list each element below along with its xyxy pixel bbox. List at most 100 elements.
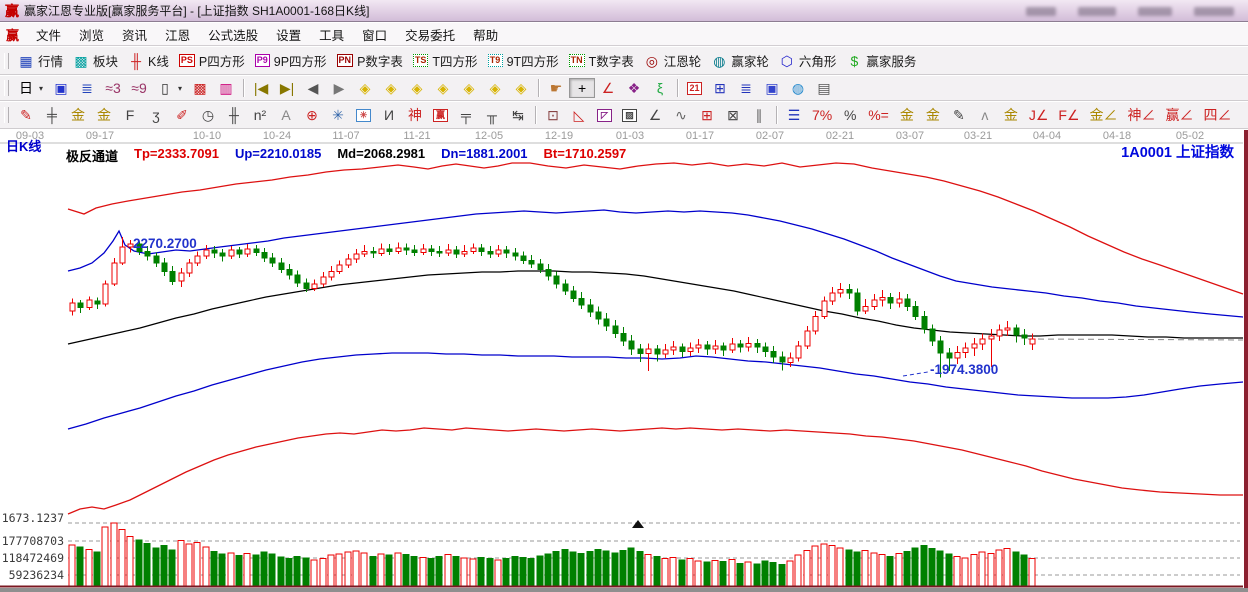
gold-underline-tool[interactable]: 金 <box>998 105 1024 125</box>
info-panel-button[interactable]: ≣ <box>74 78 100 98</box>
fan-lines-tool[interactable]: ◺ <box>566 105 592 125</box>
toolbar-grip[interactable] <box>4 107 9 123</box>
diamond-fit-button[interactable]: ◈ <box>508 78 534 98</box>
diamond-shrink-all-button[interactable]: ◈ <box>482 78 508 98</box>
menu-item-tools[interactable]: 工具 <box>319 28 345 43</box>
zigzag-tool[interactable]: ∿ <box>668 105 694 125</box>
toolbar-grip[interactable] <box>4 52 9 69</box>
ying-tool[interactable]: 赢 <box>428 107 453 124</box>
toolbar-grip[interactable] <box>4 80 9 96</box>
gold-circle-tool[interactable]: 金 <box>894 105 920 125</box>
wave-3-button[interactable]: ≈3 <box>100 78 126 98</box>
menu-item-news[interactable]: 资讯 <box>122 28 148 43</box>
rect-frame-tool[interactable]: ⊡ <box>540 105 566 125</box>
hand-tool-button[interactable]: ☛ <box>543 78 569 98</box>
ying-angle-tool[interactable]: 赢∠ <box>1161 105 1199 125</box>
gann-wheel-button[interactable]: ◎ 江恩轮 <box>639 49 707 72</box>
crosshair-tool-button[interactable]: + <box>569 78 596 98</box>
n-square-tool[interactable]: n² <box>247 105 273 125</box>
p-square-button[interactable]: PS P四方形 <box>174 49 250 72</box>
wave-tool-button[interactable]: ξ <box>647 78 673 98</box>
brush-tool[interactable]: ✎ <box>13 105 39 125</box>
printer-button[interactable]: ▤ <box>811 78 837 98</box>
ruler-123-tool[interactable]: ╤ <box>453 105 479 125</box>
f-angle-tool[interactable]: F∠ <box>1053 105 1084 125</box>
winner-wheel-button[interactable]: ◍ 赢家轮 <box>706 49 774 72</box>
diamond-expand-h-button[interactable]: ◈ <box>404 78 430 98</box>
percent-retrace-tool[interactable]: 7% <box>807 105 837 125</box>
nav-next-button[interactable]: ▶ <box>326 78 352 98</box>
candle-style-button[interactable]: ▯ ▾ <box>152 78 187 98</box>
sectors-button[interactable]: ▩ 板块 <box>68 49 123 72</box>
fibonacci-f-tool[interactable]: F <box>117 105 143 125</box>
menu-item-settings[interactable]: 设置 <box>276 28 302 43</box>
nav-last-button[interactable]: ▶| <box>274 78 300 98</box>
menu-item-file[interactable]: 文件 <box>36 28 62 43</box>
ink-pen-tool[interactable]: ✎ <box>946 105 972 125</box>
nav-prev-button[interactable]: ◀ <box>300 78 326 98</box>
notch-tool[interactable]: И <box>376 105 402 125</box>
kline-chart-canvas[interactable]: 09-03 09-17 10-10 10-24 11-07 11-21 12-05 12-19… <box>0 130 1248 592</box>
candle-style-button-dropdown[interactable]: ▾ <box>178 83 183 93</box>
quotes-button[interactable]: ▦ 行情 <box>13 49 68 72</box>
boxed-web-tool[interactable]: ✳ <box>351 107 376 124</box>
menu-item-browse[interactable]: 浏览 <box>79 28 105 43</box>
period-day-button-dropdown[interactable]: ▾ <box>39 83 44 93</box>
circle-cross-tool[interactable]: ⊕ <box>299 105 325 125</box>
menu-item-trade-order[interactable]: 交易委托 <box>405 28 456 43</box>
t9-square-button[interactable]: T9 9T四方形 <box>483 49 564 72</box>
menu-item-help[interactable]: 帮助 <box>473 28 499 43</box>
andrews-tool[interactable]: A <box>273 105 299 125</box>
calculator-button[interactable]: ⊞ <box>707 78 733 98</box>
p9-square-button[interactable]: P9 9P四方形 <box>250 49 332 72</box>
child-window-icon[interactable]: 赢 <box>6 27 20 43</box>
region-zoom-button[interactable]: ▣ <box>48 78 74 98</box>
chart-area[interactable]: 09-03 09-17 10-10 10-24 11-07 11-21 12-05 12-19… <box>0 130 1248 592</box>
angle-line-tool-button[interactable]: ∠ <box>595 78 621 98</box>
shen-angle-tool[interactable]: 神∠ <box>1123 105 1161 125</box>
spider-web-tool[interactable]: ✳ <box>325 105 351 125</box>
nav-first-button[interactable]: |◀ <box>248 78 274 98</box>
titlebar[interactable]: 赢 赢家江恩专业版[赢家服务平台] - [上证指数 SH1A0001-168日K… <box>0 0 1248 22</box>
time-lines-tool[interactable]: ╫ <box>221 105 247 125</box>
cycle-clock-tool[interactable]: ◷ <box>195 105 221 125</box>
period-day-button[interactable]: 日 ▾ <box>13 78 48 98</box>
av-channel-tool[interactable]: ʌ <box>972 105 998 125</box>
winner-service-button[interactable]: $ 赢家服务 <box>841 49 921 72</box>
report-list-button[interactable]: ≣ <box>733 78 759 98</box>
diamond-left-button[interactable]: ◈ <box>352 78 378 98</box>
grid-arrow-tool[interactable]: ⊠ <box>720 105 746 125</box>
kline-button[interactable]: ╫ K线 <box>123 49 174 72</box>
menu-item-formula-stock-pick[interactable]: 公式选股 <box>208 28 259 43</box>
measure-tool[interactable]: ↹ <box>505 105 531 125</box>
parallel-lines-tool[interactable]: ∥ <box>746 105 772 125</box>
diamond-expand-all-button[interactable]: ◈ <box>456 78 482 98</box>
scale-ruler-tool[interactable]: ╥ <box>479 105 505 125</box>
gold-ratio-tool[interactable]: 金 <box>65 105 91 125</box>
hexagon-button[interactable]: ⬡ 六角形 <box>774 49 842 72</box>
jin-angle-tool[interactable]: 金∠ <box>1085 105 1123 125</box>
save-button[interactable]: ▣ <box>759 78 785 98</box>
grid-lines-tool[interactable]: ╪ <box>39 105 65 125</box>
price-list-tool[interactable]: ☰ <box>781 105 807 125</box>
si-angle-tool[interactable]: 四∠ <box>1199 105 1237 125</box>
spiral-tool[interactable]: ʒ <box>143 105 169 125</box>
gann-grid-tool[interactable]: ⊞ <box>694 105 720 125</box>
percent-tool[interactable]: % <box>837 105 863 125</box>
calendar-button[interactable]: 21 <box>682 80 707 97</box>
volume-profile-button[interactable]: ▥ <box>213 78 239 98</box>
wave-9-button[interactable]: ≈9 <box>126 78 152 98</box>
angle-fan-tool[interactable]: ∠ <box>642 105 668 125</box>
boxed-fan-tool[interactable]: ◸ <box>592 107 617 124</box>
menu-item-gann[interactable]: 江恩 <box>165 28 191 43</box>
marker-pen-tool[interactable]: ✐ <box>169 105 195 125</box>
web-update-button[interactable]: ◍ <box>785 78 811 98</box>
shen-tool[interactable]: 神 <box>402 105 428 125</box>
t-square-button[interactable]: TS T四方形 <box>408 49 483 72</box>
shaded-box-tool[interactable]: ▨ <box>617 107 642 124</box>
j-angle-tool[interactable]: J∠ <box>1024 105 1054 125</box>
diamond-shrink-h-button[interactable]: ◈ <box>430 78 456 98</box>
gold-section-tool[interactable]: 金 <box>91 105 117 125</box>
pattern-search-button[interactable]: ▩ <box>187 78 213 98</box>
p-number-table-button[interactable]: PN P数字表 <box>332 49 408 72</box>
